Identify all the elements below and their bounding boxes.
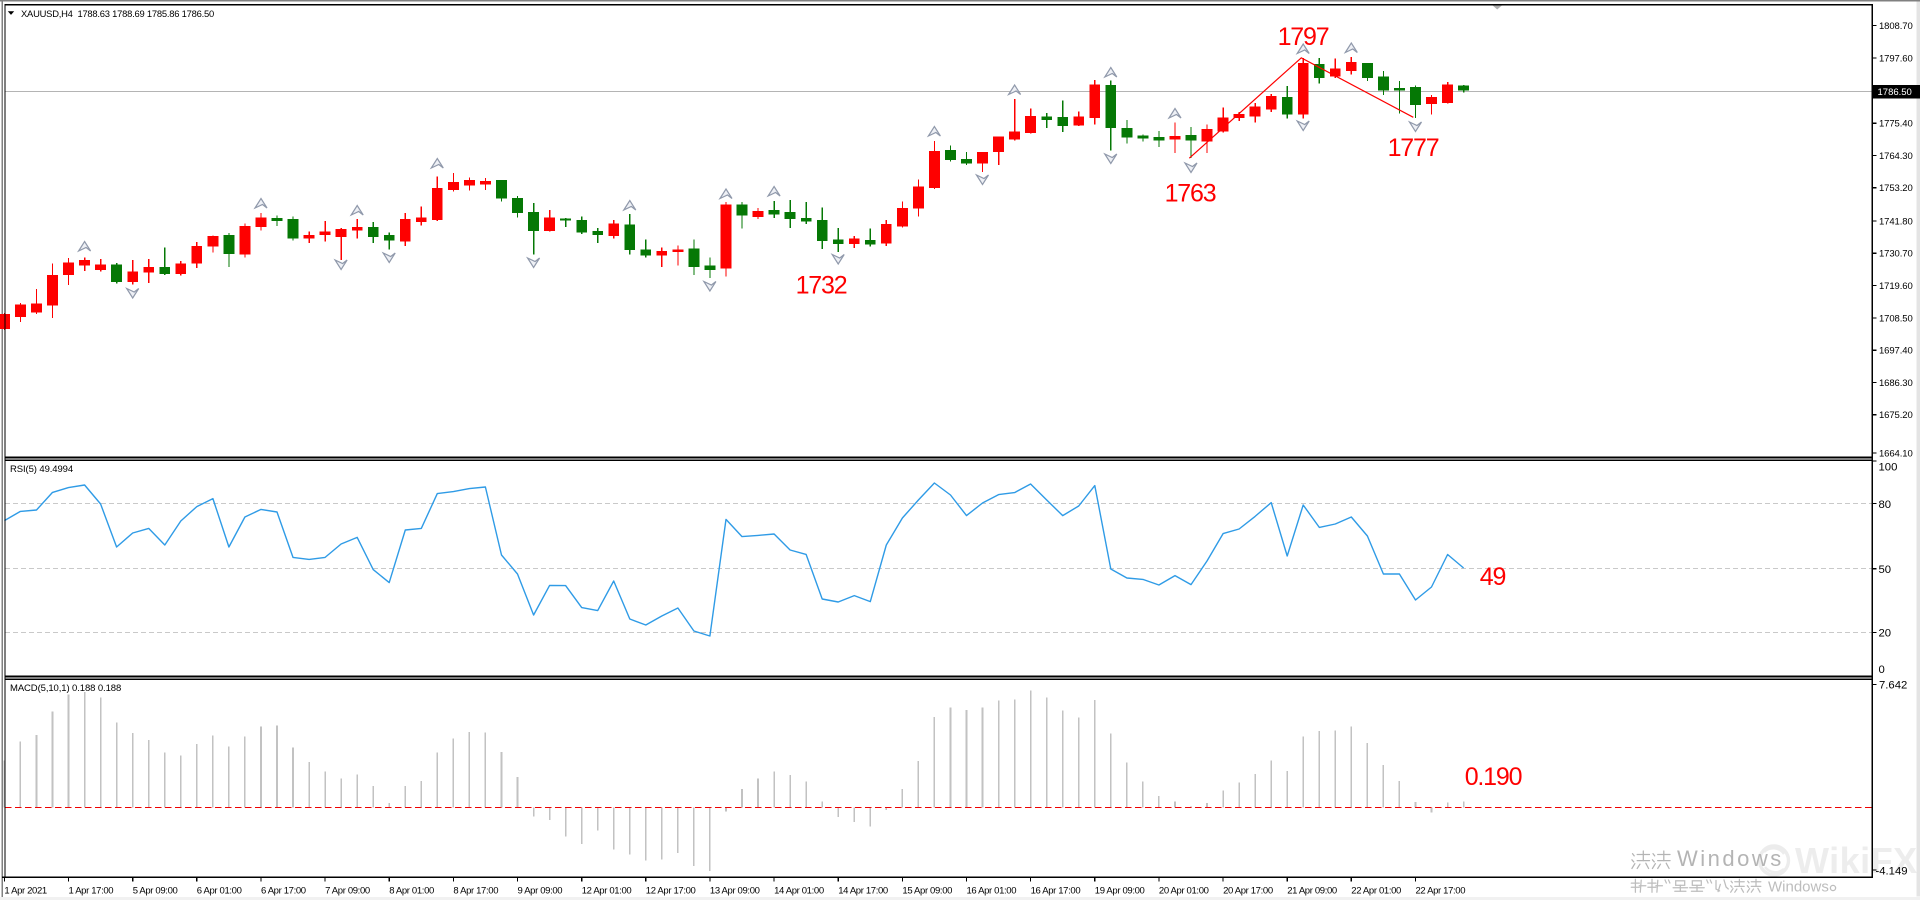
svg-text:12 Apr 17:00: 12 Apr 17:00 <box>646 885 696 896</box>
svg-text:80: 80 <box>1879 499 1892 511</box>
svg-text:22 Apr 17:00: 22 Apr 17:00 <box>1416 885 1466 896</box>
svg-text:MACD(5,10,1) 0.188 0.188: MACD(5,10,1) 0.188 0.188 <box>10 683 121 694</box>
svg-text:20: 20 <box>1879 628 1892 640</box>
svg-text:1719.60: 1719.60 <box>1879 281 1913 292</box>
svg-text:1797: 1797 <box>1278 23 1329 51</box>
svg-text:1741.80: 1741.80 <box>1879 216 1913 227</box>
svg-text:1664.10: 1664.10 <box>1879 448 1913 459</box>
svg-text:1732: 1732 <box>796 272 847 300</box>
svg-text:5 Apr 09:00: 5 Apr 09:00 <box>133 885 178 896</box>
svg-text:1 Apr 2021: 1 Apr 2021 <box>4 885 47 896</box>
svg-text:8 Apr 01:00: 8 Apr 01:00 <box>389 885 434 896</box>
svg-text:15 Apr 09:00: 15 Apr 09:00 <box>902 885 952 896</box>
svg-text:20 Apr 17:00: 20 Apr 17:00 <box>1223 885 1273 896</box>
svg-text:7 Apr 09:00: 7 Apr 09:00 <box>325 885 370 896</box>
svg-text:Windows: Windows <box>1768 879 1829 896</box>
svg-text:14 Apr 01:00: 14 Apr 01:00 <box>774 885 824 896</box>
svg-text:7.642: 7.642 <box>1879 680 1907 692</box>
svg-text:12 Apr 01:00: 12 Apr 01:00 <box>582 885 632 896</box>
svg-text:0: 0 <box>1879 664 1885 676</box>
svg-text:1808.70: 1808.70 <box>1879 21 1913 32</box>
svg-text:50: 50 <box>1879 564 1892 576</box>
svg-text:1763: 1763 <box>1165 180 1216 208</box>
svg-text:16 Apr 17:00: 16 Apr 17:00 <box>1031 885 1081 896</box>
svg-text:-4.149: -4.149 <box>1876 866 1908 878</box>
svg-text:100: 100 <box>1879 461 1898 473</box>
svg-text:1786.50: 1786.50 <box>1878 87 1912 98</box>
svg-text:1775.40: 1775.40 <box>1879 119 1913 130</box>
svg-text:49: 49 <box>1480 563 1506 591</box>
svg-text:WikiFX: WikiFX <box>1795 840 1918 881</box>
svg-text:1697.40: 1697.40 <box>1879 346 1913 357</box>
svg-text:1 Apr 17:00: 1 Apr 17:00 <box>69 885 114 896</box>
svg-text:1730.70: 1730.70 <box>1879 249 1913 260</box>
svg-text:6 Apr 17:00: 6 Apr 17:00 <box>261 885 306 896</box>
svg-text:1686.30: 1686.30 <box>1879 378 1913 389</box>
svg-text:21 Apr 09:00: 21 Apr 09:00 <box>1287 885 1337 896</box>
svg-text:20 Apr 01:00: 20 Apr 01:00 <box>1159 885 1209 896</box>
svg-text:Windows: Windows <box>1677 846 1784 871</box>
svg-text:16 Apr 01:00: 16 Apr 01:00 <box>967 885 1017 896</box>
svg-text:XAUUSD,H4 1788.63 1788.69 178: XAUUSD,H4 1788.63 1788.69 1785.86 1786.5… <box>21 8 214 19</box>
svg-text:22 Apr 01:00: 22 Apr 01:00 <box>1351 885 1401 896</box>
svg-text:13 Apr 09:00: 13 Apr 09:00 <box>710 885 760 896</box>
svg-text:1753.20: 1753.20 <box>1879 183 1913 194</box>
svg-text:1797.60: 1797.60 <box>1879 53 1913 64</box>
svg-text:1764.30: 1764.30 <box>1879 151 1913 162</box>
svg-text:RSI(5) 49.4994: RSI(5) 49.4994 <box>10 464 73 475</box>
svg-text:1675.20: 1675.20 <box>1879 410 1913 421</box>
svg-text:19 Apr 09:00: 19 Apr 09:00 <box>1095 885 1145 896</box>
svg-text:14 Apr 17:00: 14 Apr 17:00 <box>838 885 888 896</box>
svg-text:1708.50: 1708.50 <box>1879 313 1913 324</box>
svg-text:8 Apr 17:00: 8 Apr 17:00 <box>453 885 498 896</box>
svg-text:1777: 1777 <box>1388 134 1439 162</box>
svg-text:0.190: 0.190 <box>1465 763 1522 791</box>
svg-text:9 Apr 09:00: 9 Apr 09:00 <box>518 885 563 896</box>
svg-text:6 Apr 01:00: 6 Apr 01:00 <box>197 885 242 896</box>
